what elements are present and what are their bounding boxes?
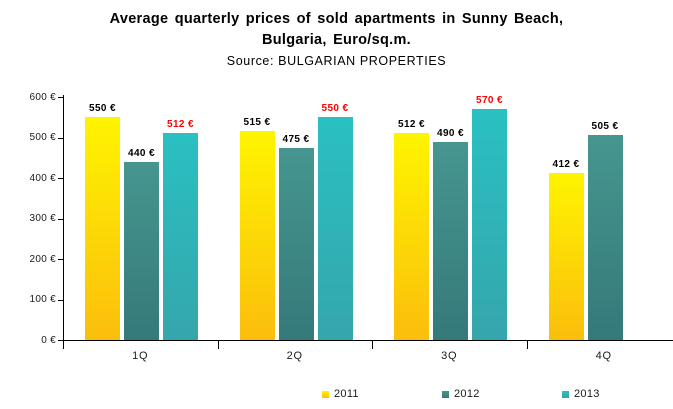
y-tick <box>58 97 63 98</box>
y-axis-line <box>63 95 64 349</box>
bar-value-label: 512 € <box>166 118 195 130</box>
bar-2012-1Q <box>124 161 159 340</box>
bar-value-label: 550 € <box>88 103 117 115</box>
bar-2012-3Q <box>433 141 468 340</box>
y-tick <box>58 299 63 301</box>
legend-swatch-2013 <box>562 391 569 398</box>
bar-2012-2Q <box>278 147 314 340</box>
x-axis-category-label: 3Q <box>441 350 458 362</box>
chart-title-line2: Bulgaria, Euro/sq.m. <box>262 32 411 48</box>
bar-value-label: 505 € <box>591 121 619 133</box>
legend-swatch-2012 <box>442 391 449 398</box>
legend-item-2013: 2013 <box>562 388 612 402</box>
y-tick <box>58 137 63 139</box>
bar-value-label: 550 € <box>321 103 349 115</box>
y-axis-tick-label: 0 € <box>41 334 56 346</box>
chart-source: Source: BULGARIAN PROPERTIES <box>226 54 447 68</box>
bar-2011-4Q <box>548 173 584 340</box>
legend-label: 2012 <box>454 388 480 400</box>
legend-item-2012: 2012 <box>442 388 492 402</box>
x-axis-line <box>63 340 673 341</box>
bar-value-label: 570 € <box>475 95 504 107</box>
y-axis-tick-label: 400 € <box>29 172 56 184</box>
bar-value-label: 412 € <box>552 159 580 171</box>
bar-value-label: 512 € <box>397 118 426 130</box>
chart-header: Average quarterly prices of sold apartme… <box>0 9 673 71</box>
bar-value-label: 490 € <box>436 127 465 139</box>
bar-value-label: 475 € <box>282 133 310 145</box>
bar-value-label: 440 € <box>127 147 156 159</box>
legend-label: 2013 <box>574 388 600 400</box>
y-axis-tick-label: 200 € <box>29 253 56 265</box>
bar-2012-4Q <box>587 135 623 340</box>
y-tick <box>58 259 63 260</box>
bar-2011-1Q <box>85 117 120 340</box>
y-tick <box>58 218 63 220</box>
legend-label: 2011 <box>334 388 359 400</box>
x-tick <box>526 340 528 349</box>
legend-swatch-2011 <box>322 391 329 398</box>
y-axis-tick-label: 300 € <box>29 213 56 224</box>
bar-2011-2Q <box>239 131 275 340</box>
y-axis-tick-label: 500 € <box>29 132 56 143</box>
y-tick <box>58 178 63 179</box>
x-axis-category-label: 4Q <box>595 350 612 362</box>
x-axis-category-label: 2Q <box>286 350 303 362</box>
bar-2013-2Q <box>317 117 353 340</box>
y-axis-tick-label: 600 € <box>29 91 56 103</box>
x-tick <box>217 340 219 349</box>
bar-2013-1Q <box>163 132 198 340</box>
y-axis-tick-label: 100 € <box>29 294 56 305</box>
legend-item-2011: 2011 <box>322 388 372 402</box>
x-tick <box>372 340 373 349</box>
bar-value-label: 515 € <box>243 117 271 129</box>
bar-2011-3Q <box>394 132 429 340</box>
chart-title-line1: Average quarterly prices of sold apartme… <box>109 11 564 27</box>
y-tick <box>58 340 63 341</box>
x-axis-category-label: 1Q <box>132 350 149 362</box>
bar-2013-3Q <box>472 109 507 340</box>
